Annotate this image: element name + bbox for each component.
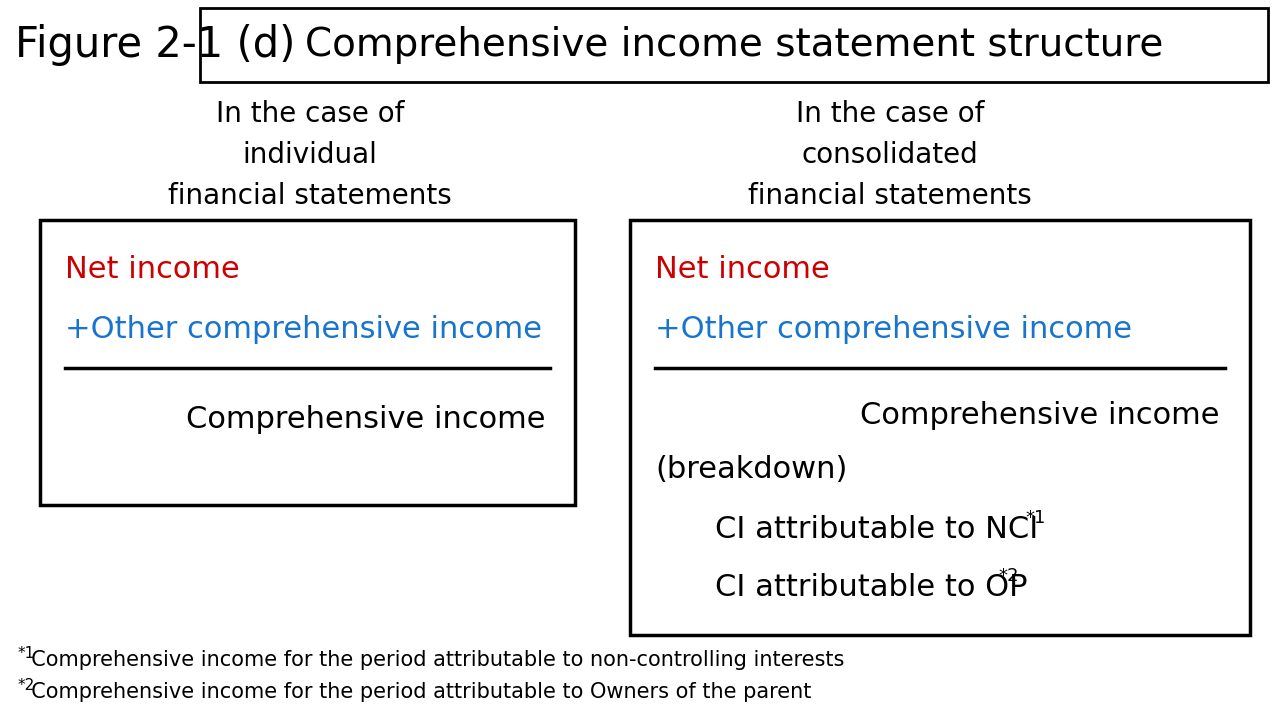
Text: In the case of
individual
financial statements: In the case of individual financial stat… — [168, 100, 452, 210]
Text: Comprehensive income for the period attributable to Owners of the parent: Comprehensive income for the period attr… — [18, 682, 812, 702]
Text: Net income: Net income — [65, 256, 239, 284]
Text: In the case of
consolidated
financial statements: In the case of consolidated financial st… — [748, 100, 1032, 210]
Bar — [200, 8, 1268, 82]
Text: *1: *1 — [1025, 509, 1046, 527]
Text: (breakdown): (breakdown) — [655, 456, 847, 485]
Bar — [630, 220, 1251, 635]
Text: Figure 2-1 (d): Figure 2-1 (d) — [15, 24, 296, 66]
Text: Comprehensive income statement structure: Comprehensive income statement structure — [305, 26, 1164, 64]
Text: *2: *2 — [998, 567, 1019, 585]
Text: Comprehensive income: Comprehensive income — [186, 405, 545, 434]
Text: +Other comprehensive income: +Other comprehensive income — [655, 315, 1132, 344]
Text: CI attributable to OP: CI attributable to OP — [716, 574, 1028, 603]
Text: *1: *1 — [18, 646, 36, 660]
Text: CI attributable to NCI: CI attributable to NCI — [716, 516, 1038, 544]
Text: *2: *2 — [18, 678, 36, 693]
Text: +Other comprehensive income: +Other comprehensive income — [65, 315, 541, 344]
Text: Net income: Net income — [655, 256, 829, 284]
Text: Comprehensive income for the period attributable to non-controlling interests: Comprehensive income for the period attr… — [18, 650, 845, 670]
Bar — [40, 220, 575, 505]
Text: Comprehensive income: Comprehensive income — [860, 400, 1220, 430]
